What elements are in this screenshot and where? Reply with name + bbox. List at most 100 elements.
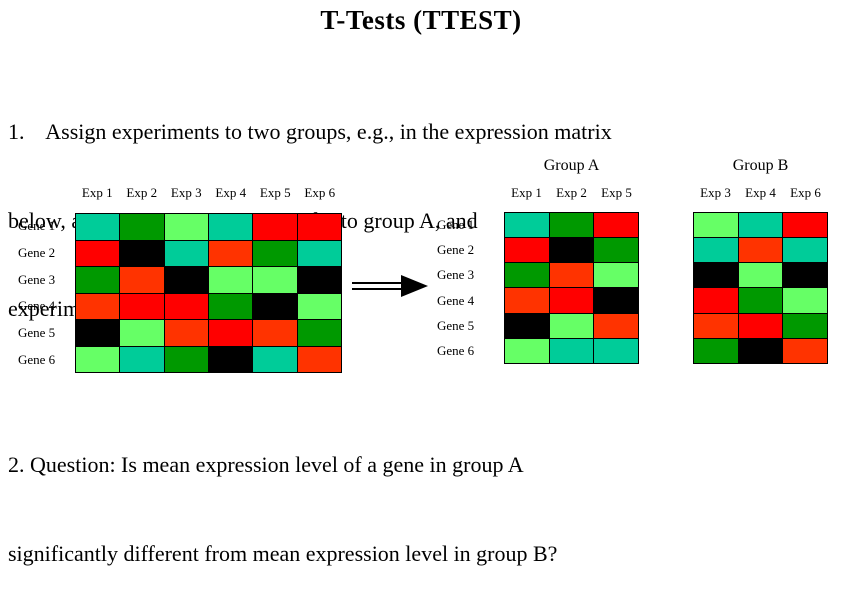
matrix-cell (76, 240, 120, 266)
matrix-cell (208, 320, 253, 346)
matrix-cell (297, 346, 341, 372)
matrix-cell (783, 288, 827, 313)
group-b-column-headers: Exp 3 Exp 4 Exp 6 (693, 185, 828, 201)
matrix-cell (120, 214, 164, 240)
matrix-cell (297, 293, 341, 319)
row-header: Gene 3 (437, 267, 475, 283)
main-matrix-column-headers: Exp 1 Exp 2 Exp 3 Exp 4 Exp 5 Exp 6 (75, 185, 342, 201)
group-b-matrix (693, 212, 828, 364)
matrix-cell (253, 293, 297, 319)
matrix-cell (783, 213, 827, 238)
right-arrow-head-icon (401, 275, 428, 297)
matrix-cell (694, 313, 738, 338)
group-b-title: Group B (732, 157, 789, 174)
matrix-cell (594, 213, 638, 238)
row-header: Gene 5 (437, 317, 475, 333)
main-expression-matrix (75, 213, 342, 373)
column-header: Exp 4 (745, 185, 776, 200)
matrix-cell (505, 313, 549, 338)
column-header: Exp 2 (126, 185, 158, 200)
matrix-cell (297, 214, 341, 240)
matrix-cell (505, 213, 549, 238)
matrix-cell (549, 263, 594, 288)
matrix-cell (208, 293, 253, 319)
row-header: Gene 3 (18, 271, 56, 287)
matrix-cell (297, 320, 341, 346)
matrix-cell (783, 313, 827, 338)
matrix-cell (594, 288, 638, 313)
matrix-cell (253, 240, 297, 266)
main-matrix-row-headers: Gene 1 Gene 2 Gene 3 Gene 4 Gene 5 Gene 6 (18, 213, 74, 373)
column-header: Exp 6 (304, 185, 336, 200)
matrix-cell (505, 288, 549, 313)
matrix-cell (549, 288, 594, 313)
row-header: Gene 1 (18, 218, 56, 234)
matrix-cell (738, 313, 783, 338)
group-a-column-headers: Exp 1 Exp 2 Exp 5 (504, 185, 639, 201)
group-a-matrix (504, 212, 639, 364)
matrix-cell (76, 320, 120, 346)
group-a-row-headers: Gene 1 Gene 2 Gene 3 Gene 4 Gene 5 Gene 6 (437, 212, 493, 364)
matrix-cell (694, 238, 738, 263)
group-a-title: Group A (543, 157, 600, 174)
matrix-cell (120, 267, 164, 293)
matrix-cell (549, 338, 594, 363)
question-line: 2. Question: Is mean expression level of… (8, 452, 524, 477)
matrix-cell (594, 263, 638, 288)
column-header: Exp 5 (259, 185, 291, 200)
row-header: Gene 2 (437, 241, 475, 257)
column-header: Exp 3 (170, 185, 202, 200)
matrix-cell (505, 338, 549, 363)
matrix-cell (297, 267, 341, 293)
matrix-cell (208, 240, 253, 266)
matrix-cell (594, 338, 638, 363)
matrix-cell (783, 338, 827, 363)
question-line: significantly different from mean expres… (8, 540, 558, 566)
question-text: 2. Question: Is mean expression level of… (8, 391, 728, 598)
matrix-cell (505, 263, 549, 288)
right-arrow-icon (352, 282, 406, 290)
row-header: Gene 1 (437, 216, 475, 232)
matrix-cell (297, 240, 341, 266)
matrix-cell (594, 313, 638, 338)
matrix-cell (164, 214, 208, 240)
column-header: Exp 2 (556, 185, 587, 200)
matrix-cell (208, 214, 253, 240)
column-header: Exp 6 (790, 185, 821, 200)
matrix-cell (738, 238, 783, 263)
matrix-cell (505, 238, 549, 263)
matrix-cell (549, 238, 594, 263)
matrix-cell (120, 346, 164, 372)
column-header: Exp 1 (81, 185, 113, 200)
row-header: Gene 6 (437, 343, 475, 359)
matrix-cell (120, 320, 164, 346)
matrix-cell (694, 263, 738, 288)
step1-line: 1. Assign experiments to two groups, e.g… (8, 119, 612, 144)
matrix-cell (549, 213, 594, 238)
matrix-cell (694, 288, 738, 313)
matrix-cell (164, 267, 208, 293)
matrix-cell (208, 267, 253, 293)
matrix-cell (164, 346, 208, 372)
matrix-cell (253, 320, 297, 346)
matrix-cell (164, 240, 208, 266)
column-header: Exp 1 (511, 185, 542, 200)
matrix-cell (76, 346, 120, 372)
matrix-cell (783, 263, 827, 288)
row-header: Gene 4 (18, 298, 56, 314)
page-title: T-Tests (TTEST) (320, 5, 522, 35)
matrix-cell (164, 320, 208, 346)
column-header: Exp 4 (215, 185, 247, 200)
matrix-cell (120, 293, 164, 319)
matrix-cell (164, 293, 208, 319)
matrix-cell (738, 213, 783, 238)
matrix-cell (594, 238, 638, 263)
matrix-cell (76, 267, 120, 293)
matrix-cell (694, 338, 738, 363)
matrix-cell (738, 263, 783, 288)
matrix-cell (694, 213, 738, 238)
matrix-cell (76, 293, 120, 319)
matrix-cell (208, 346, 253, 372)
matrix-cell (76, 214, 120, 240)
row-header: Gene 2 (18, 244, 56, 260)
